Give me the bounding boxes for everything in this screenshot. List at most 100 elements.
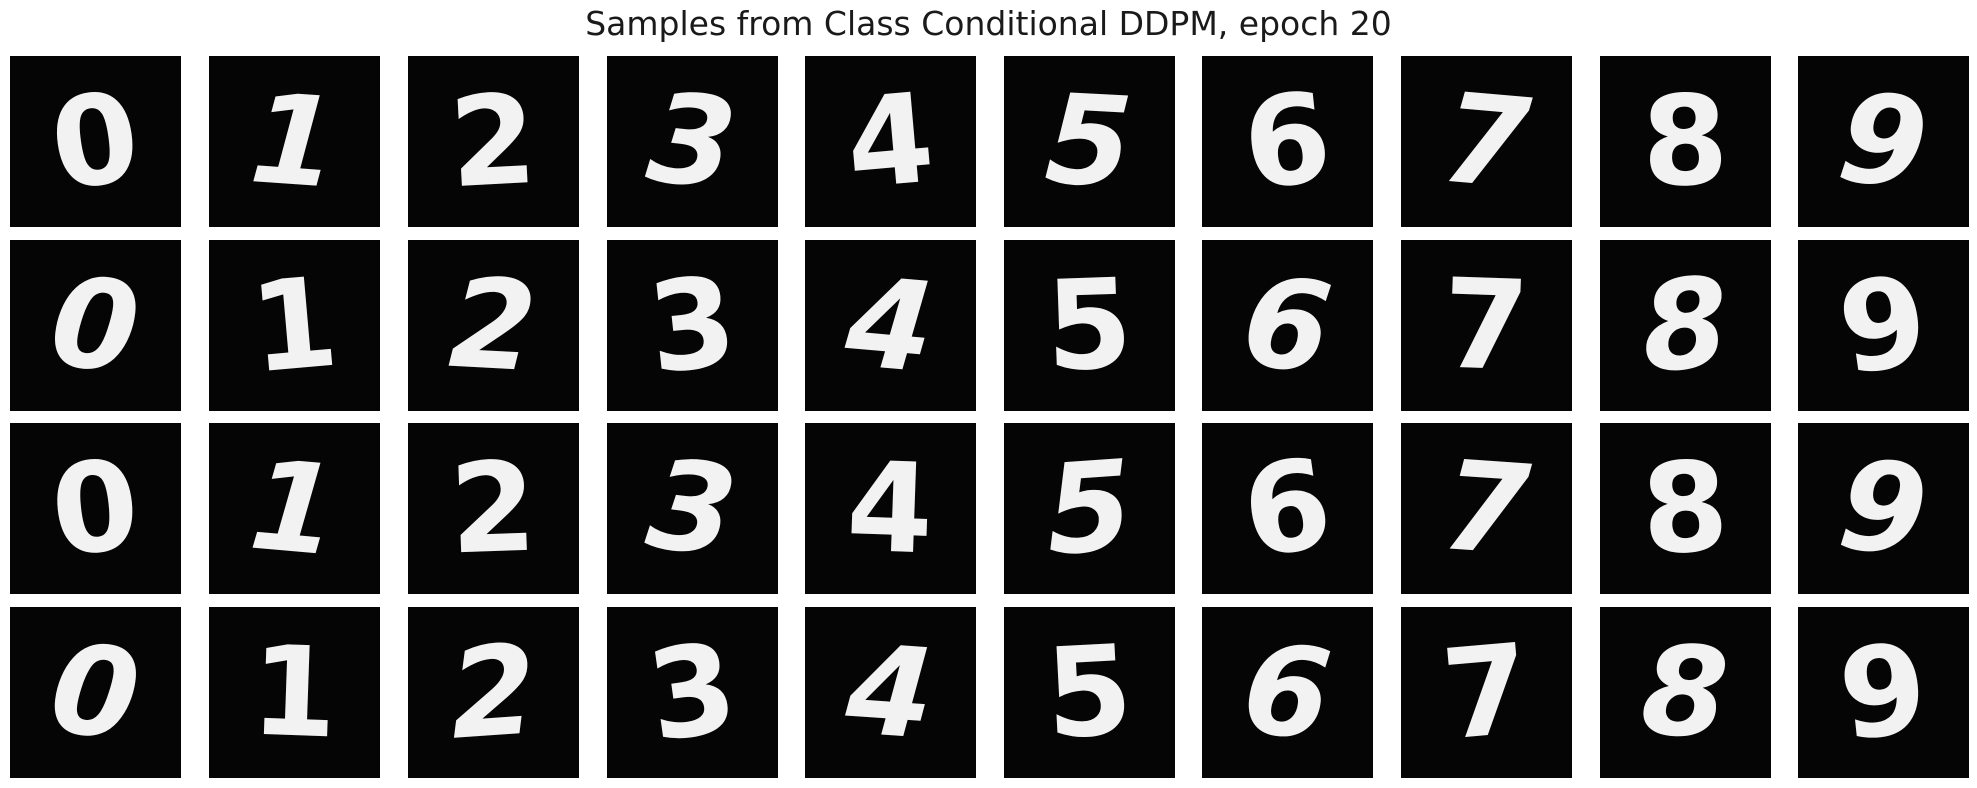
digit-glyph: 8 [1637, 251, 1733, 401]
sample-image: 8 [1639, 69, 1730, 216]
sample-image: 9 [1832, 433, 1933, 585]
sample-image: 9 [1831, 65, 1934, 218]
sample-image: 4 [844, 436, 935, 583]
sample-image: 6 [1236, 617, 1337, 769]
digit-glyph: 3 [639, 616, 744, 771]
digit-glyph: 2 [445, 618, 541, 768]
sample-tile: 4 [805, 56, 976, 227]
sample-tile: 2 [408, 607, 579, 778]
sample-image: 3 [642, 250, 743, 402]
sample-image: 2 [445, 618, 541, 768]
sample-tile: 3 [607, 423, 778, 594]
sample-image: 6 [1237, 66, 1338, 218]
sample-image: 2 [446, 252, 540, 400]
digit-glyph: 7 [1437, 67, 1536, 218]
sample-image: 1 [248, 620, 339, 767]
digit-glyph: 6 [1236, 617, 1337, 769]
sample-tile: 9 [1798, 240, 1969, 411]
sample-tile: 2 [408, 56, 579, 227]
sample-tile: 0 [10, 240, 181, 411]
sample-image: 7 [1438, 434, 1535, 584]
sample-tile: 7 [1401, 56, 1572, 227]
sample-image: 1 [246, 67, 342, 217]
sample-tile: 0 [10, 607, 181, 778]
digit-glyph: 2 [446, 68, 540, 216]
sample-tile: 3 [607, 607, 778, 778]
digit-glyph: 2 [447, 436, 538, 583]
digit-glyph: 1 [248, 620, 339, 767]
sample-image: 4 [841, 618, 938, 768]
sample-image: 4 [841, 67, 940, 218]
sample-image: 3 [641, 66, 742, 218]
digit-glyph: 0 [43, 616, 146, 769]
digit-glyph: 8 [1638, 435, 1732, 583]
digit-glyph: 4 [844, 436, 935, 583]
sample-tile: 6 [1202, 423, 1373, 594]
sample-tile: 8 [1600, 240, 1771, 411]
sample-tile: 1 [209, 423, 380, 594]
digit-glyph: 8 [1639, 69, 1730, 216]
sample-image: 2 [447, 436, 538, 583]
sample-tile: 0 [10, 423, 181, 594]
sample-image: 8 [1638, 435, 1732, 583]
sample-tile: 1 [209, 56, 380, 227]
sample-tile: 7 [1401, 423, 1572, 594]
digit-glyph: 3 [640, 432, 743, 585]
digit-glyph: 2 [446, 252, 540, 400]
sample-image: 7 [1440, 253, 1531, 400]
sample-tile: 3 [607, 240, 778, 411]
sample-tile: 2 [408, 423, 579, 594]
sample-image: 0 [45, 433, 146, 585]
figure-title: Samples from Class Conditional DDPM, epo… [585, 4, 1392, 43]
digit-glyph: 4 [841, 618, 938, 768]
sample-tile: 5 [1004, 56, 1175, 227]
sample-image: 0 [43, 616, 146, 769]
sample-tile: 8 [1600, 423, 1771, 594]
digit-glyph: 7 [1437, 618, 1536, 769]
sample-image: 0 [44, 250, 145, 402]
digit-glyph: 6 [1237, 66, 1338, 218]
digit-glyph: 7 [1440, 253, 1531, 400]
sample-image: 1 [245, 251, 344, 402]
sample-tile: 8 [1600, 607, 1771, 778]
sample-image: 7 [1437, 618, 1536, 769]
digit-glyph: 4 [841, 67, 940, 218]
digit-glyph: 0 [44, 250, 145, 402]
sample-image: 5 [1043, 253, 1134, 400]
digit-glyph: 9 [1832, 433, 1933, 585]
sample-tile: 5 [1004, 240, 1175, 411]
sample-image: 6 [1235, 249, 1338, 402]
sample-tile: 6 [1202, 607, 1373, 778]
sample-image: 9 [1830, 249, 1935, 404]
sample-tile: 5 [1004, 607, 1175, 778]
sample-tile: 4 [805, 607, 976, 778]
sample-tile: 1 [209, 240, 380, 411]
digit-glyph: 0 [42, 65, 147, 220]
sample-tile: 9 [1798, 607, 1969, 778]
digit-glyph: 9 [1833, 617, 1934, 769]
sample-tile: 4 [805, 423, 976, 594]
sample-tile: 9 [1798, 423, 1969, 594]
digit-glyph: 3 [642, 250, 743, 402]
digit-glyph: 4 [840, 250, 939, 401]
sample-tile: 3 [607, 56, 778, 227]
sample-image: 3 [640, 432, 743, 585]
sample-image: 7 [1437, 67, 1536, 218]
digit-glyph: 6 [1235, 249, 1338, 402]
digit-glyph: 9 [1831, 65, 1934, 218]
digit-glyph: 5 [1042, 68, 1136, 216]
sample-tile: 0 [10, 56, 181, 227]
sample-image: 5 [1042, 619, 1136, 767]
digit-glyph: 1 [245, 434, 344, 585]
sample-image: 2 [446, 68, 540, 216]
sample-image: 3 [639, 616, 744, 771]
sample-image: 1 [245, 434, 344, 585]
digit-glyph: 5 [1041, 434, 1137, 584]
digit-glyph: 6 [1234, 432, 1339, 587]
sample-image: 5 [1042, 68, 1136, 216]
digit-glyph: 1 [246, 67, 342, 217]
sample-tile: 9 [1798, 56, 1969, 227]
digit-glyph: 8 [1638, 619, 1732, 767]
sample-tile: 1 [209, 607, 380, 778]
